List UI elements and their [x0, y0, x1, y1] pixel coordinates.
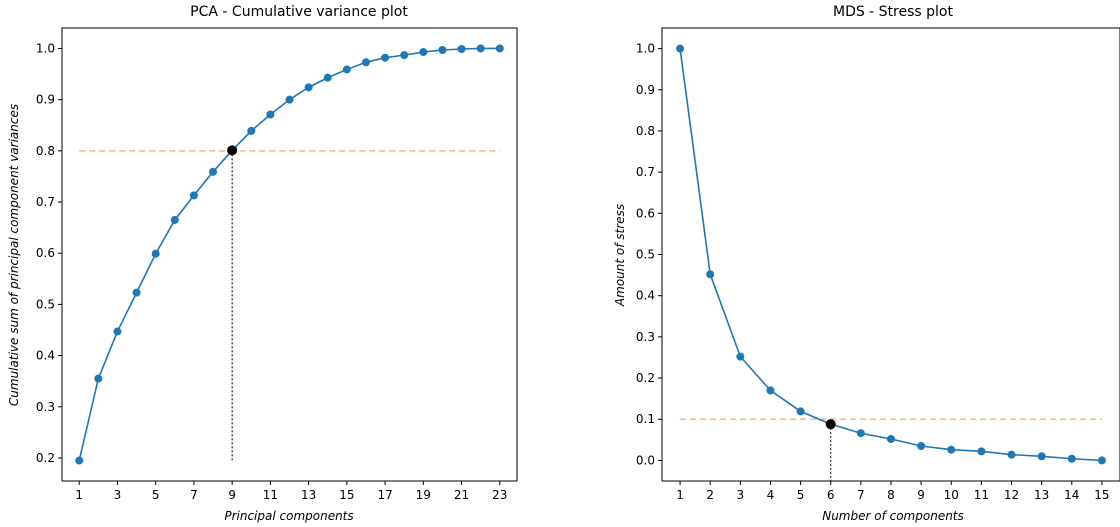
- data-point: [1097, 456, 1106, 465]
- data-point: [151, 249, 160, 258]
- y-tick-label: 0.0: [636, 453, 655, 467]
- data-point: [304, 83, 313, 92]
- y-tick-label: 0.6: [636, 206, 655, 220]
- data-point: [247, 126, 256, 135]
- y-tick-label: 0.1: [636, 412, 655, 426]
- data-point: [438, 46, 447, 55]
- data-point: [676, 44, 685, 53]
- highlight-point: [825, 419, 836, 430]
- x-tick-label: 8: [887, 488, 895, 502]
- x-tick-label: 15: [339, 488, 354, 502]
- data-point: [285, 95, 294, 104]
- data-point: [400, 51, 409, 60]
- y-tick-label: 0.8: [636, 124, 655, 138]
- x-tick-label: 1: [676, 488, 684, 502]
- x-tick-label: 11: [974, 488, 989, 502]
- plot-frame: [661, 27, 1120, 482]
- x-tick-label: 13: [301, 488, 316, 502]
- chart-title: PCA - Cumulative variance plot: [190, 4, 408, 20]
- data-point: [113, 327, 122, 336]
- x-tick-label: 19: [416, 488, 431, 502]
- y-tick-label: 0.6: [36, 246, 55, 260]
- y-tick-label: 0.2: [636, 371, 655, 385]
- data-point: [323, 73, 332, 82]
- y-tick-label: 0.7: [636, 165, 655, 179]
- series-line: [78, 47, 500, 461]
- data-point: [977, 447, 986, 456]
- data-point: [856, 429, 865, 438]
- chart-title: MDS - Stress plot: [833, 4, 954, 20]
- data-point: [766, 386, 775, 395]
- y-tick-label: 0.7: [36, 195, 55, 209]
- x-tick-label: 13: [1034, 488, 1049, 502]
- x-tick-label: 4: [767, 488, 775, 502]
- data-point: [796, 407, 805, 416]
- series-line: [679, 48, 1102, 462]
- pca-cumulative-variance-chart: PCA - Cumulative variance plot Principal…: [7, 4, 518, 523]
- data-point: [419, 48, 428, 57]
- data-point: [887, 434, 895, 443]
- y-tick-label: 0.5: [36, 297, 55, 311]
- x-axis-label: Principal components: [224, 509, 353, 523]
- data-point: [94, 374, 103, 383]
- x-tick-label: 7: [190, 488, 198, 502]
- y-tick-label: 1.0: [636, 42, 655, 56]
- mds-stress-chart: MDS - Stress plot Number of components A…: [613, 4, 1120, 523]
- data-point: [736, 352, 745, 361]
- x-tick-label: 21: [454, 488, 469, 502]
- data-point: [476, 44, 485, 53]
- plot-frame: [61, 27, 518, 482]
- y-tick-label: 0.4: [636, 289, 655, 303]
- x-tick-label: 9: [917, 488, 925, 502]
- y-tick-label: 0.8: [36, 144, 55, 158]
- x-tick-label: 3: [114, 488, 122, 502]
- x-tick-label: 14: [1064, 488, 1079, 502]
- data-point: [947, 445, 956, 454]
- x-tick-label: 5: [152, 488, 160, 502]
- x-axis-label: Number of components: [822, 509, 964, 523]
- data-point: [189, 191, 198, 200]
- y-tick-label: 0.4: [36, 349, 55, 363]
- data-point: [706, 270, 715, 279]
- x-tick-label: 5: [797, 488, 805, 502]
- data-point: [209, 167, 218, 176]
- y-axis-label: Cumulative sum of principal component va…: [7, 104, 21, 406]
- x-tick-label: 7: [857, 488, 865, 502]
- x-tick-label: 15: [1094, 488, 1109, 502]
- data-point: [1007, 450, 1016, 459]
- y-tick-label: 0.5: [636, 248, 655, 262]
- y-axis-label: Amount of stress: [613, 204, 627, 307]
- y-tick-label: 1.0: [36, 41, 55, 55]
- y-tick-label: 0.9: [36, 93, 55, 107]
- x-tick-label: 23: [492, 488, 507, 502]
- x-tick-label: 6: [827, 488, 835, 502]
- x-tick-label: 9: [228, 488, 236, 502]
- data-point: [266, 110, 275, 119]
- data-point: [342, 65, 351, 74]
- data-point: [75, 456, 84, 465]
- data-point: [457, 44, 466, 53]
- y-tick-label: 0.9: [636, 83, 655, 97]
- x-tick-label: 11: [263, 488, 278, 502]
- data-point: [361, 58, 370, 67]
- x-tick-label: 1: [75, 488, 83, 502]
- x-tick-label: 10: [944, 488, 959, 502]
- data-point: [132, 288, 141, 297]
- x-tick-label: 12: [1004, 488, 1019, 502]
- x-tick-label: 2: [706, 488, 714, 502]
- data-point: [495, 44, 504, 53]
- data-point: [917, 441, 926, 450]
- x-tick-label: 3: [737, 488, 745, 502]
- data-point: [170, 215, 179, 224]
- highlight-point: [227, 145, 238, 156]
- data-point: [1067, 454, 1076, 463]
- data-point: [1037, 452, 1046, 461]
- x-tick-label: 17: [377, 488, 392, 502]
- y-tick-label: 0.3: [36, 400, 55, 414]
- y-tick-label: 0.2: [36, 451, 55, 465]
- data-point: [381, 53, 390, 62]
- y-tick-label: 0.3: [636, 330, 655, 344]
